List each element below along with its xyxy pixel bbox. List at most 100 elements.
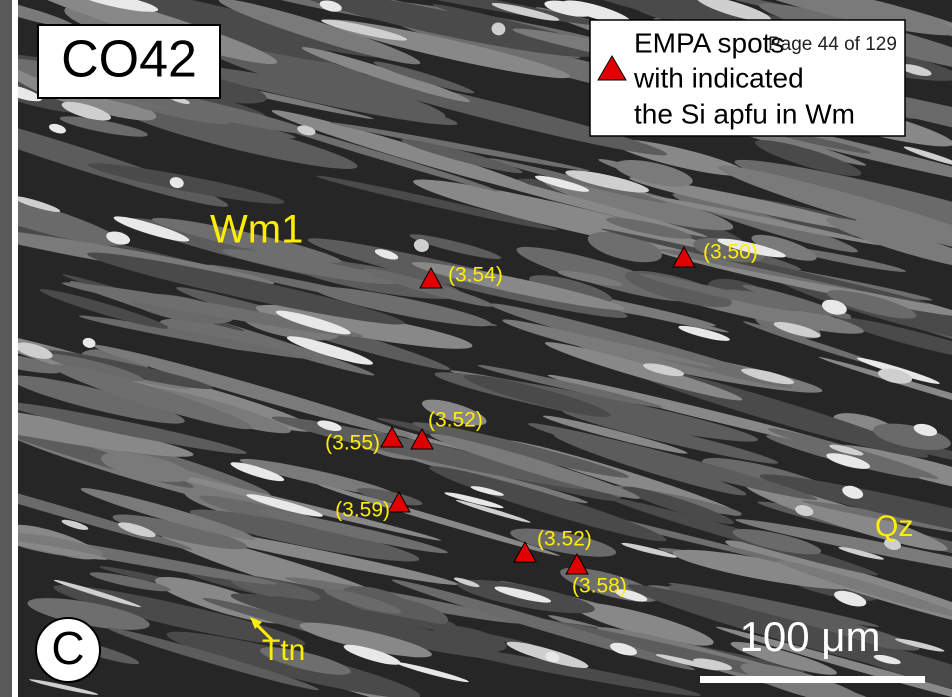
bright-grain [169, 177, 184, 189]
mica-flake [255, 304, 473, 349]
annotations: CO42 EMPA spots with indicated the Si apfu … [35, 19, 925, 683]
bright-grain [48, 123, 66, 134]
mica-flake [744, 482, 948, 551]
bright-grain [317, 420, 342, 432]
bright-grain [903, 146, 952, 166]
bright-grain [829, 444, 864, 456]
mineral-label: Ttn [262, 634, 305, 667]
mica-flake [463, 374, 611, 417]
mica-flake [598, 158, 685, 186]
mica-flake [477, 365, 663, 408]
spot-marker [672, 245, 696, 268]
spot-marker [380, 425, 404, 448]
mica-flake [725, 289, 852, 318]
bright-grain [534, 175, 590, 192]
bright-grain [230, 462, 285, 482]
spot-marker [565, 552, 589, 575]
bright-grain [53, 579, 141, 608]
mica-flake [316, 175, 558, 231]
mica-flake [557, 270, 623, 287]
bright-grain [61, 519, 89, 530]
bright-grain [374, 249, 399, 260]
bright-grain [895, 638, 945, 652]
bright-grain [494, 586, 552, 603]
bright-grain [82, 337, 96, 348]
mineral-label: Wm1 [210, 208, 303, 252]
mica-flake [27, 598, 150, 630]
mica-flake [18, 397, 194, 457]
mica-flake [317, 484, 560, 556]
bright-grain [275, 310, 351, 335]
mica-flake [488, 158, 668, 204]
mica-flake [39, 289, 169, 329]
mica-flake [730, 641, 837, 675]
mica-flake [732, 529, 822, 555]
bright-grain [106, 231, 131, 245]
bright-grain [470, 486, 504, 496]
bright-grain [118, 522, 156, 538]
mica-flake [740, 663, 865, 697]
bright-grain [826, 453, 871, 469]
mica-flake [230, 576, 321, 602]
mica-flake [422, 399, 487, 426]
mica-flake [151, 217, 342, 263]
mica-flake [222, 249, 398, 285]
mica-flake [826, 290, 917, 319]
scale-bar [700, 676, 925, 683]
mica-flake [195, 66, 458, 126]
mica-flake [777, 560, 952, 619]
mica-flake [542, 176, 734, 231]
bright-grain [75, 0, 159, 12]
spot-marker [419, 266, 443, 289]
mica-flake [639, 273, 799, 312]
mica-flake [324, 589, 402, 614]
bright-grain [286, 336, 373, 365]
bright-grain [610, 642, 638, 656]
bright-grain [678, 325, 730, 341]
mica-flake [718, 165, 952, 264]
spot-label: (3.58) [572, 575, 627, 598]
panel-circle [35, 617, 101, 683]
spot-label: (3.50) [703, 241, 758, 264]
mica-flake [79, 315, 312, 360]
bright-grain [873, 654, 901, 665]
mica-flake [667, 585, 920, 651]
mica-flake [101, 452, 191, 483]
mica-flake [51, 364, 252, 430]
mica-flake [401, 139, 523, 174]
adjacent-panel [0, 0, 12, 697]
mica-flake [107, 627, 320, 691]
bright-grain [491, 2, 560, 21]
mica-flake [629, 177, 886, 235]
bright-grain [696, 0, 772, 22]
bright-grain [343, 644, 401, 665]
mica-flake [296, 0, 593, 57]
mica-flake [622, 486, 734, 524]
mica-flake [606, 217, 692, 239]
mica-flake [430, 433, 640, 499]
bright-grain [643, 363, 685, 377]
bright-grain [413, 239, 429, 252]
mica-flake [715, 626, 952, 697]
mica-flake [18, 375, 185, 424]
mica-flake [394, 152, 708, 238]
mica-flake [553, 433, 747, 496]
mica-flake [872, 423, 951, 450]
spot-label: (3.52) [428, 409, 483, 432]
mica-flake [88, 163, 285, 204]
bright-grain [717, 238, 786, 258]
bright-grain [773, 321, 821, 338]
spot-marker [387, 490, 411, 513]
mica-flake [815, 423, 952, 480]
bright-grain [297, 125, 316, 136]
mica-flake [373, 61, 475, 94]
mica-flake [257, 509, 448, 554]
mica-flake [801, 500, 952, 540]
bright-grain [838, 546, 884, 560]
mica-flake [112, 514, 248, 550]
bright-grain [614, 589, 648, 602]
mica-flake [672, 549, 858, 590]
mica-flake [18, 401, 247, 454]
mica-flake [260, 647, 351, 675]
